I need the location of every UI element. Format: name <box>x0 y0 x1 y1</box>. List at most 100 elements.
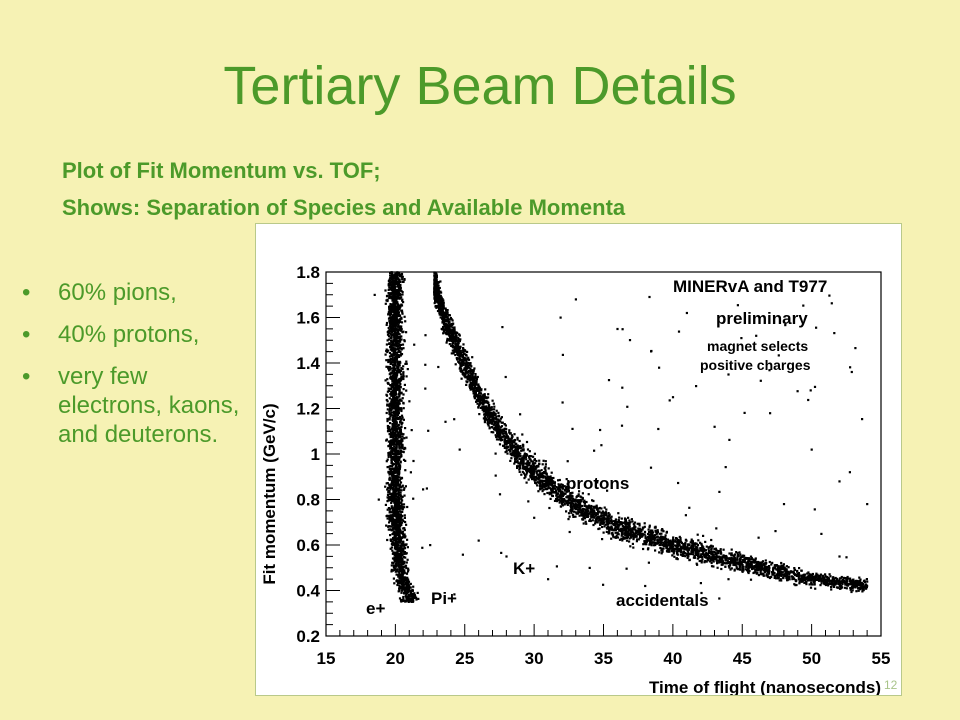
data-point <box>402 372 405 375</box>
data-point <box>397 558 400 561</box>
data-point <box>394 391 397 395</box>
data-point <box>402 347 405 350</box>
data-point <box>399 566 402 569</box>
data-point <box>565 510 568 513</box>
data-point <box>391 276 394 279</box>
data-point <box>388 417 391 420</box>
data-point <box>400 523 403 526</box>
data-point <box>483 421 486 424</box>
data-point <box>395 314 398 317</box>
data-point <box>397 282 400 285</box>
data-point <box>393 421 396 424</box>
data-point <box>402 488 406 491</box>
data-point <box>397 285 400 289</box>
data-point <box>387 507 390 510</box>
data-point <box>392 499 395 502</box>
data-point <box>615 534 618 537</box>
data-point <box>399 293 402 297</box>
data-point <box>616 536 620 539</box>
data-point <box>509 445 512 448</box>
data-point <box>697 539 700 542</box>
data-point <box>676 547 680 550</box>
data-point <box>835 586 839 589</box>
data-point <box>397 331 400 334</box>
data-point <box>846 577 850 580</box>
data-point <box>402 451 405 454</box>
data-point <box>395 423 398 426</box>
data-point <box>389 376 392 379</box>
data-point <box>575 508 578 511</box>
data-point <box>388 518 391 521</box>
data-point <box>398 343 401 346</box>
data-point <box>747 571 750 575</box>
data-point <box>387 335 391 338</box>
data-point <box>397 531 400 534</box>
data-point <box>402 550 405 553</box>
data-point <box>396 309 399 312</box>
data-point <box>530 464 533 467</box>
data-point <box>739 556 742 559</box>
data-point <box>710 538 713 542</box>
data-point <box>387 455 390 458</box>
data-point <box>388 351 392 355</box>
data-point <box>780 579 783 582</box>
data-point <box>394 358 397 361</box>
data-point <box>411 592 415 596</box>
data-point <box>400 338 403 341</box>
data-point <box>570 503 573 506</box>
data-point <box>415 596 418 599</box>
data-point <box>390 303 393 307</box>
data-point <box>451 326 454 329</box>
data-point <box>400 392 403 395</box>
data-point <box>565 490 568 493</box>
data-point <box>523 477 526 480</box>
data-point <box>609 519 612 523</box>
data-point <box>394 306 397 309</box>
data-point <box>656 541 659 544</box>
data-point <box>798 567 801 570</box>
data-point <box>491 399 494 402</box>
data-point <box>505 439 508 442</box>
data-point <box>610 525 613 528</box>
data-point <box>717 550 720 553</box>
data-point <box>398 426 401 429</box>
data-point <box>395 525 398 528</box>
data-point <box>387 327 390 330</box>
data-point <box>403 536 406 539</box>
data-point <box>398 275 401 278</box>
data-point <box>402 541 405 544</box>
data-point <box>528 458 531 461</box>
data-point <box>388 473 391 476</box>
data-point <box>521 470 524 473</box>
data-point <box>389 274 392 277</box>
data-point <box>392 442 396 445</box>
data-point <box>537 476 540 479</box>
data-point <box>411 595 414 598</box>
data-point <box>389 359 392 362</box>
data-point <box>387 445 390 448</box>
data-point <box>389 409 392 412</box>
data-point <box>514 458 517 461</box>
data-point <box>773 576 776 579</box>
data-point <box>765 573 768 576</box>
data-point <box>394 520 397 523</box>
data-point <box>392 298 395 301</box>
data-point <box>402 566 405 569</box>
data-point <box>402 377 405 381</box>
slide-title: Tertiary Beam Details <box>223 56 737 116</box>
data-point <box>393 359 396 362</box>
data-point <box>621 525 624 528</box>
data-point <box>396 282 399 285</box>
data-point <box>466 358 470 361</box>
data-point <box>475 378 478 381</box>
data-point <box>395 570 398 573</box>
data-point <box>387 382 390 385</box>
data-point <box>398 589 401 592</box>
data-point <box>401 421 404 425</box>
data-point <box>398 289 401 292</box>
data-point <box>387 367 390 370</box>
data-point <box>395 403 398 406</box>
data-point <box>393 294 396 297</box>
data-point <box>544 477 547 480</box>
data-point <box>713 558 716 561</box>
